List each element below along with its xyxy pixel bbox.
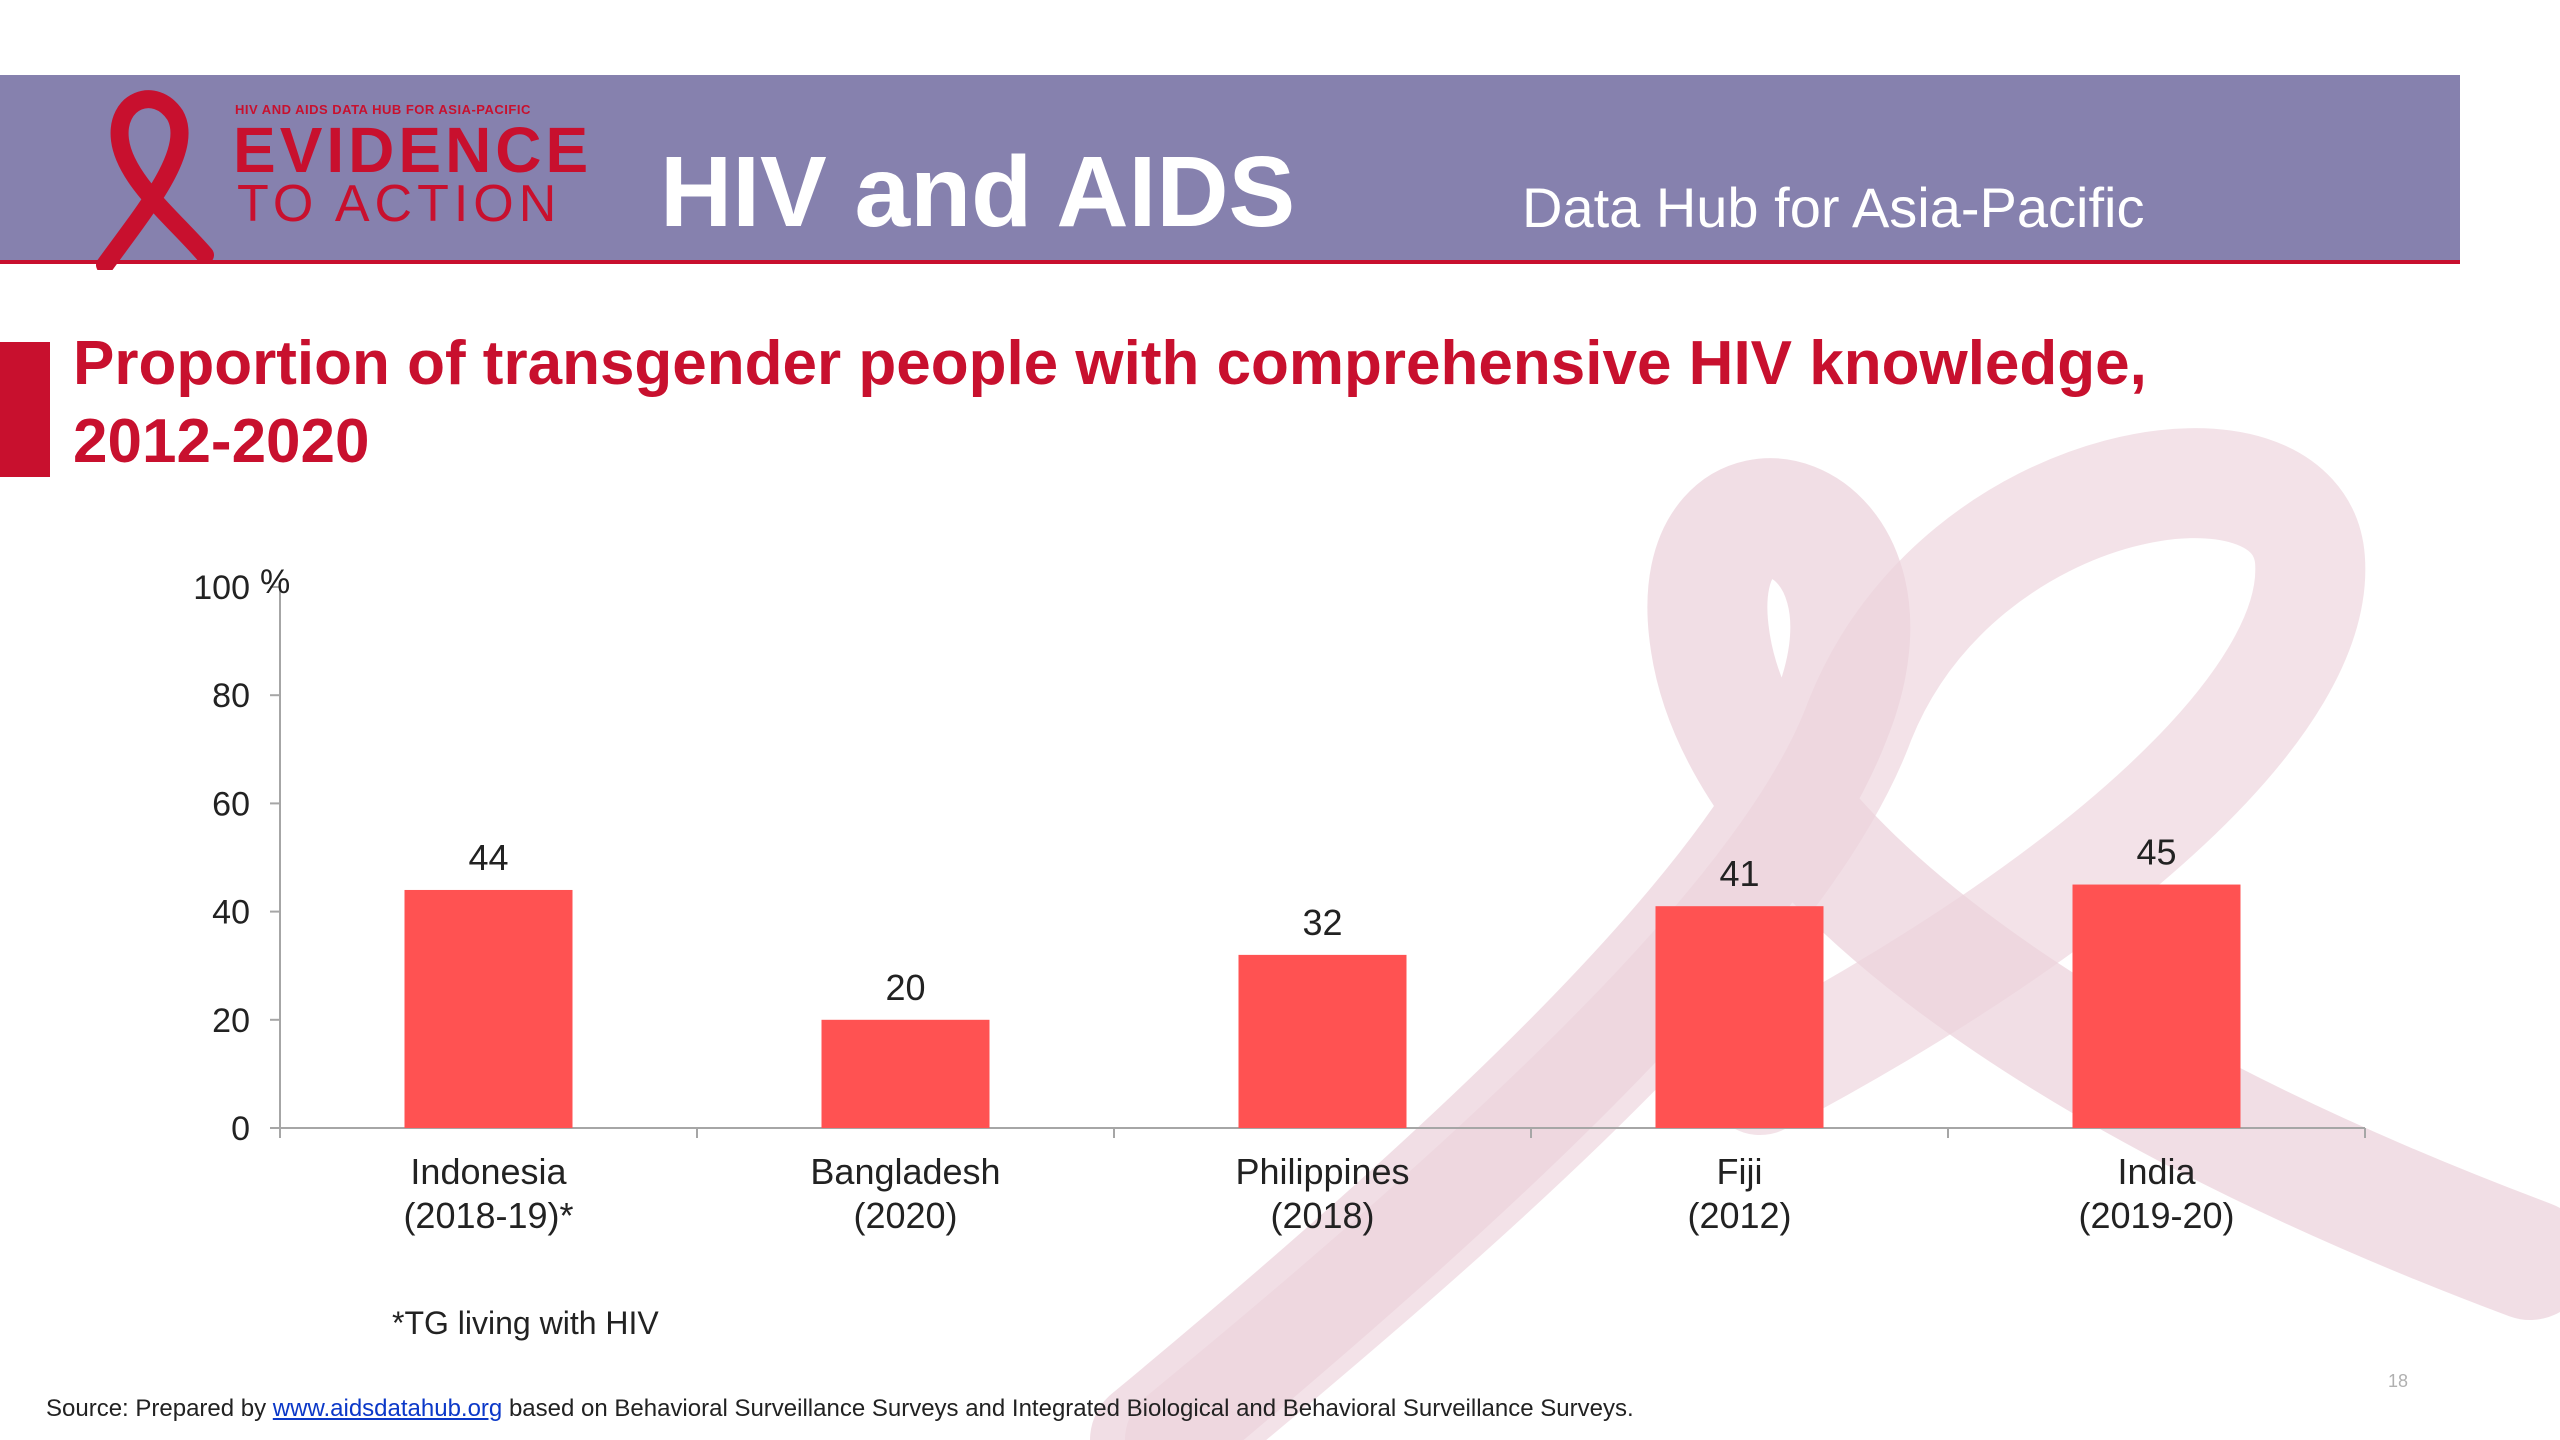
- logo-tagline: HIV AND AIDS DATA HUB FOR ASIA-PACIFIC: [235, 102, 531, 117]
- y-tick-label: 60: [212, 785, 250, 823]
- y-tick-label: 100: [193, 569, 250, 607]
- data-label: 20: [885, 967, 925, 1008]
- y-tick-label: 0: [231, 1110, 250, 1148]
- bar: [2072, 884, 2241, 1128]
- source-suffix: based on Behavioral Surveillance Surveys…: [502, 1395, 1634, 1422]
- category-sublabel: (2018-19)*: [403, 1195, 573, 1236]
- y-tick-label: 40: [212, 894, 250, 932]
- y-axis-unit-label: %: [260, 563, 290, 601]
- category-label: Fiji: [1717, 1151, 1763, 1192]
- data-label: 41: [1719, 853, 1759, 894]
- category-sublabel: (2020): [853, 1195, 957, 1236]
- evidence-to-action-logo: HIV AND AIDS DATA HUB FOR ASIA-PACIFIC E…: [45, 90, 605, 270]
- title-accent-bar: [0, 342, 50, 477]
- bar: [821, 1019, 990, 1128]
- chart-title: Proportion of transgender people with co…: [73, 329, 2147, 476]
- y-tick-label: 80: [212, 677, 250, 715]
- data-label: 44: [468, 837, 508, 878]
- header-band: [0, 75, 2460, 264]
- category-sublabel: (2019-20): [2078, 1195, 2234, 1236]
- header-title: HIV and AIDS: [660, 136, 1296, 248]
- ribbon-loop-edge: [1125, 428, 2366, 1440]
- category-sublabel: (2012): [1687, 1195, 1791, 1236]
- logo-evidence: EVIDENCE: [233, 114, 593, 186]
- bar: [1655, 906, 1824, 1128]
- header-subtitle: Data Hub for Asia-Pacific: [1522, 176, 2145, 239]
- logo-to-action: TO ACTION: [237, 175, 562, 233]
- page-number: 18: [2388, 1371, 2409, 1391]
- category-label: Bangladesh: [810, 1151, 1000, 1192]
- category-label: India: [2117, 1151, 2196, 1192]
- footnote: *TG living with HIV: [392, 1305, 659, 1341]
- bar: [404, 889, 573, 1128]
- source-prefix: Source: Prepared by: [46, 1395, 273, 1422]
- red-ribbon-icon: [96, 90, 214, 270]
- y-tick-label: 20: [212, 1002, 250, 1040]
- category-label: Philippines: [1235, 1151, 1409, 1192]
- category-label: Indonesia: [410, 1151, 567, 1192]
- data-label: 45: [2136, 832, 2176, 873]
- source-note: Source: Prepared by www.aidsdatahub.org …: [46, 1395, 1634, 1423]
- data-label: 32: [1302, 902, 1342, 943]
- bar: [1238, 954, 1407, 1128]
- category-sublabel: (2018): [1270, 1195, 1374, 1236]
- source-link[interactable]: www.aidsdatahub.org: [272, 1395, 503, 1422]
